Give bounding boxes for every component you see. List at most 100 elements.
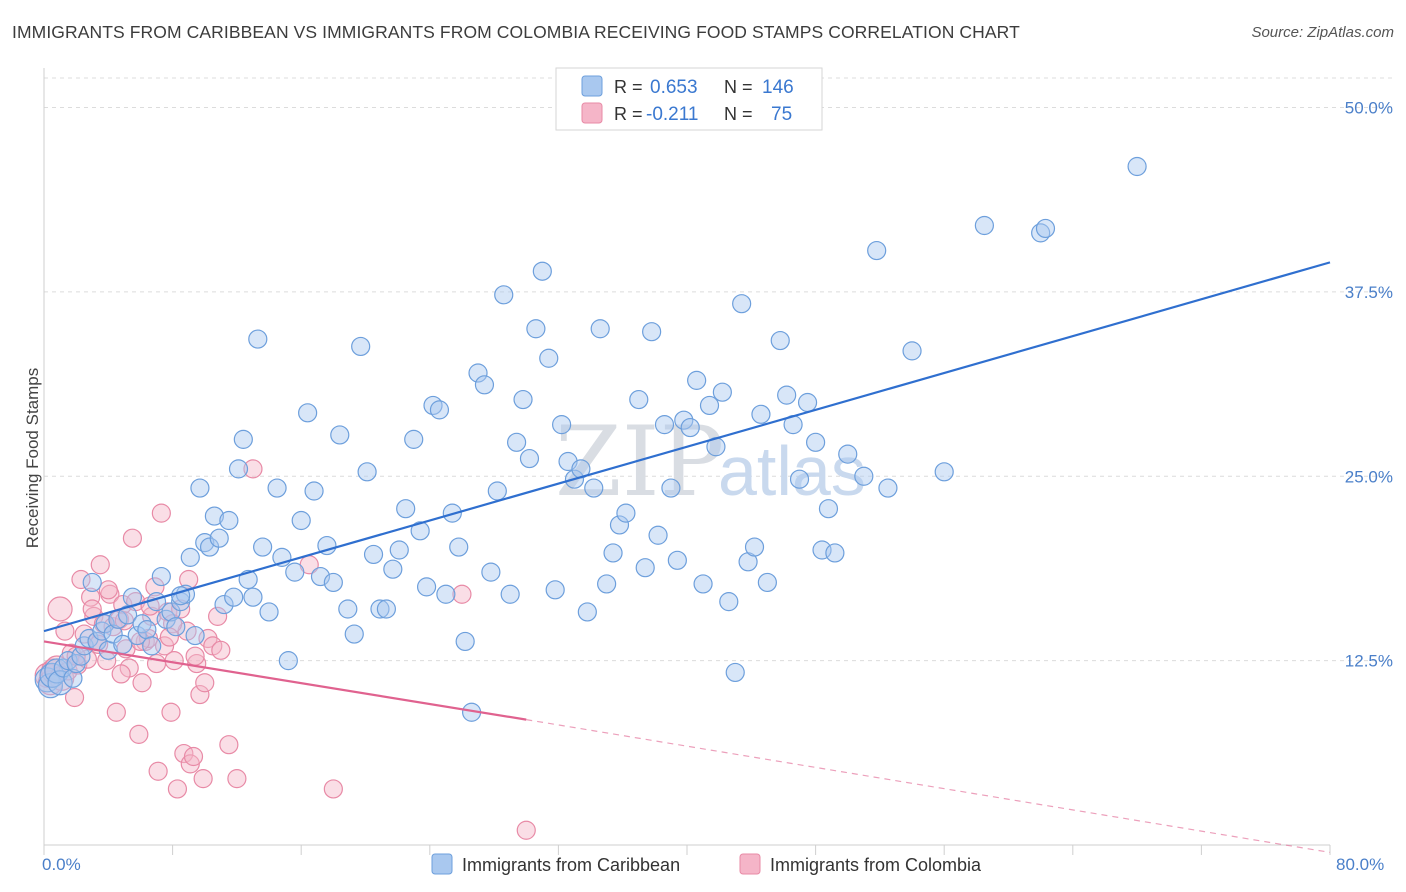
legend-r-label-2: R =	[614, 104, 643, 124]
data-point	[648, 525, 668, 545]
data-point	[323, 572, 343, 593]
data-point	[317, 535, 337, 556]
data-point	[228, 459, 249, 479]
data-point	[481, 562, 501, 582]
data-point	[519, 448, 540, 469]
data-point	[616, 503, 636, 523]
data-point	[267, 478, 287, 498]
data-point	[137, 620, 157, 640]
data-point	[474, 375, 495, 395]
data-point	[187, 653, 207, 674]
data-point	[243, 459, 263, 479]
data-point	[513, 389, 533, 410]
x-tick-label-max: 80.0%	[1336, 855, 1384, 874]
data-point	[363, 544, 384, 565]
data-point	[545, 580, 565, 600]
data-point	[455, 631, 475, 652]
data-point	[151, 503, 171, 523]
legend-r-label-1: R =	[614, 77, 643, 97]
y-tick-labels: 12.5% 25.0% 37.5% 50.0%	[1345, 99, 1393, 671]
bottom-legend-swatch-colombia	[739, 853, 761, 875]
data-point	[190, 478, 210, 498]
data-point	[516, 820, 536, 840]
data-point	[396, 499, 416, 519]
data-point	[603, 543, 623, 563]
data-point	[539, 348, 559, 368]
data-point	[151, 566, 171, 587]
legend-n-label-1: N =	[724, 77, 753, 97]
data-point	[190, 684, 210, 705]
data-point	[452, 584, 472, 604]
legend-r-value-1: 0.653	[650, 77, 698, 98]
bottom-legend-swatch-caribbean	[431, 853, 453, 875]
data-point	[291, 510, 311, 531]
legend-swatch-colombia	[581, 102, 603, 124]
data-point	[161, 702, 181, 722]
data-point	[167, 779, 188, 799]
legend-n-value-2: 75	[771, 104, 792, 125]
data-point	[854, 466, 874, 486]
data-point	[64, 687, 85, 708]
data-point	[357, 462, 377, 482]
source-credit: Source: ZipAtlas.com	[1251, 24, 1394, 41]
data-point	[103, 624, 123, 644]
data-point	[129, 724, 149, 744]
data-point	[389, 540, 409, 560]
data-point	[209, 528, 229, 548]
data-point	[532, 261, 552, 281]
data-point	[71, 569, 91, 590]
watermark-zip: ZIP	[555, 406, 724, 518]
data-point	[208, 606, 228, 626]
data-point	[370, 599, 390, 619]
data-point	[494, 285, 514, 305]
data-point	[629, 389, 649, 410]
data-point	[770, 330, 790, 351]
data-point	[166, 617, 186, 637]
data-point	[725, 662, 745, 683]
data-point	[878, 478, 898, 498]
data-point	[82, 572, 102, 593]
data-point	[635, 558, 655, 578]
data-point	[410, 521, 430, 541]
data-point	[757, 572, 777, 593]
bottom-legend: Immigrants from Caribbean Immigrants fro…	[431, 853, 982, 875]
data-point	[838, 444, 858, 464]
data-point	[680, 417, 700, 438]
data-point	[526, 319, 546, 339]
data-point	[253, 537, 273, 557]
data-point	[122, 528, 143, 548]
data-point	[577, 602, 597, 622]
y-axis-label: Receiving Food Stamps	[23, 368, 42, 548]
bottom-legend-label-caribbean: Immigrants from Caribbean	[462, 855, 680, 875]
series-caribbean-points	[34, 156, 1147, 722]
data-point	[344, 624, 364, 644]
data-point	[304, 481, 324, 501]
watermark-atlas: atlas	[718, 432, 866, 510]
data-point	[934, 462, 954, 482]
data-point	[211, 640, 231, 660]
data-point	[278, 651, 298, 671]
data-point	[117, 605, 138, 625]
data-point	[127, 625, 147, 646]
data-point	[468, 363, 488, 383]
data-point	[507, 432, 527, 452]
data-point	[146, 653, 167, 674]
data-point	[436, 584, 456, 604]
data-point	[699, 395, 720, 416]
data-point	[744, 537, 765, 557]
data-point	[797, 392, 818, 413]
data-point	[867, 240, 887, 261]
data-point	[224, 587, 244, 607]
data-point	[63, 668, 83, 688]
data-point	[687, 370, 707, 390]
data-point	[902, 341, 922, 361]
data-point	[248, 329, 268, 349]
data-point	[132, 673, 152, 693]
y-tick-label: 12.5%	[1345, 652, 1393, 671]
data-point	[227, 769, 247, 789]
data-point	[106, 702, 126, 722]
data-point	[552, 415, 572, 435]
axes	[43, 68, 1331, 855]
data-point	[487, 481, 507, 501]
data-point	[259, 602, 279, 622]
